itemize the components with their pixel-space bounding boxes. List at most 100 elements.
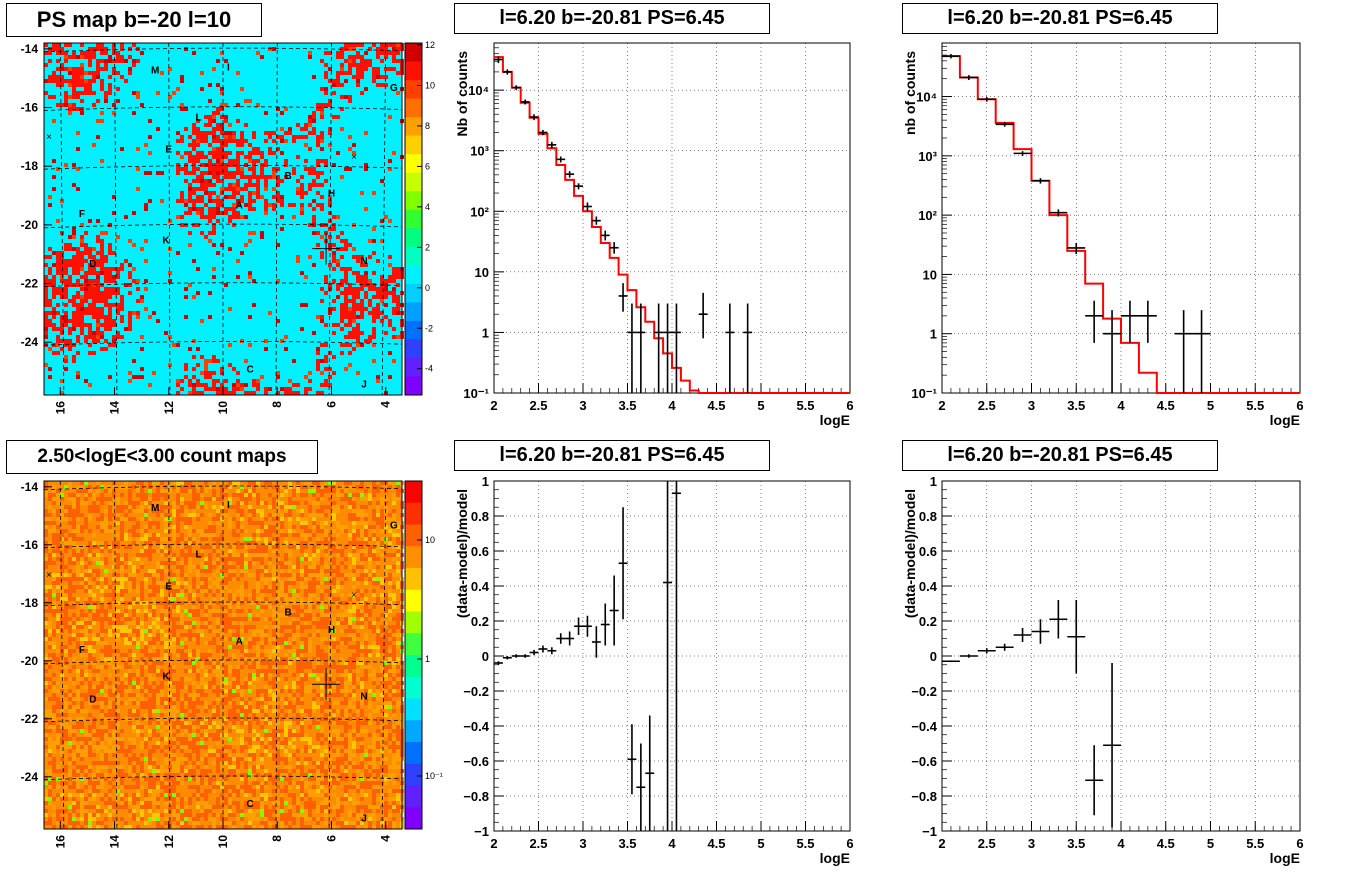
map-pixel: [140, 589, 144, 593]
map-pixel: [56, 287, 60, 291]
map-pixel: [264, 533, 268, 537]
map-pixel: [208, 179, 212, 183]
map-pixel: [76, 263, 80, 267]
map-pixel: [308, 187, 312, 191]
map-pixel: [356, 597, 360, 601]
colorbar-segment: [405, 172, 422, 192]
map-pixel: [64, 505, 68, 509]
map-pixel: [248, 493, 252, 497]
map-pixel: [376, 259, 380, 263]
map-pixel: [104, 521, 108, 525]
map-pixel: [144, 601, 148, 605]
map-pixel: [352, 645, 356, 649]
map-pixel: [124, 637, 128, 641]
map-pixel: [200, 617, 204, 621]
map-pixel: [256, 379, 260, 383]
map-pixel: [224, 629, 228, 633]
map-pixel: [92, 505, 96, 509]
map-pixel: [132, 311, 136, 315]
map-pixel: [152, 569, 156, 573]
map-pixel: [384, 665, 388, 669]
map-pixel: [108, 279, 112, 283]
map-pixel: [324, 657, 328, 661]
map-pixel: [64, 705, 68, 709]
map-pixel: [140, 489, 144, 493]
map-pixel: [348, 661, 352, 665]
map-pixel: [240, 585, 244, 589]
map-pixel: [120, 585, 124, 589]
map-pixel: [152, 593, 156, 597]
map-pixel: [332, 545, 336, 549]
map-pixel: [124, 681, 128, 685]
map-pixel: [256, 501, 260, 505]
map-pixel: [52, 175, 56, 179]
map-pixel: [364, 505, 368, 509]
map-pixel: [112, 625, 116, 629]
map-pixel: [220, 581, 224, 585]
map-pixel: [232, 685, 236, 689]
map-pixel: [336, 565, 340, 569]
map-pixel: [384, 279, 388, 283]
map-pixel: [272, 681, 276, 685]
map-pixel: [184, 375, 188, 379]
map-pixel: [188, 513, 192, 517]
map-pixel: [168, 569, 172, 573]
map-pixel: [212, 371, 216, 375]
map-pixel: [60, 271, 64, 275]
map-pixel: [280, 521, 284, 525]
map-pixel: [332, 259, 336, 263]
map-pixel: [352, 247, 356, 251]
map-pixel: [312, 219, 316, 223]
map-pixel: [52, 693, 56, 697]
map-pixel: [132, 621, 136, 625]
map-pixel: [232, 577, 236, 581]
map-pixel: [336, 323, 340, 327]
map-pixel: [360, 541, 364, 545]
map-pixel: [276, 593, 280, 597]
colorbar-tick-label: -2: [425, 323, 433, 333]
map-pixel: [64, 103, 68, 107]
map-pixel: [244, 203, 248, 207]
map-pixel: [76, 509, 80, 513]
map-pixel: [224, 677, 228, 681]
map-pixel: [356, 331, 360, 335]
map-pixel: [48, 517, 52, 521]
map-pixel: [328, 67, 332, 71]
map-pixel: [312, 697, 316, 701]
map-pixel: [264, 693, 268, 697]
map-pixel: [376, 67, 380, 71]
map-pixel: [80, 75, 84, 79]
map-pixel: [216, 561, 220, 565]
map-pixel: [180, 657, 184, 661]
map-pixel: [332, 529, 336, 533]
map-pixel: [88, 585, 92, 589]
map-pixel: [192, 633, 196, 637]
map-pixel: [252, 383, 256, 387]
map-pixel: [264, 111, 268, 115]
map-pixel: [236, 371, 240, 375]
map-pixel: [392, 533, 396, 537]
map-pixel: [128, 263, 132, 267]
map-pixel: [136, 59, 140, 63]
map-pixel: [308, 55, 312, 59]
map-pixel: [296, 481, 300, 485]
map-pixel: [76, 339, 80, 343]
map-pixel: [100, 649, 104, 653]
map-pixel: [100, 617, 104, 621]
map-pixel: [68, 541, 72, 545]
map-pixel: [380, 47, 384, 51]
map-pixel: [368, 693, 372, 697]
map-pixel: [380, 541, 384, 545]
map-pixel: [48, 247, 52, 251]
map-pixel: [188, 391, 192, 395]
map-pixel: [128, 641, 132, 645]
map-pixel: [108, 83, 112, 87]
colorbar-tick-label: 0: [425, 283, 430, 293]
map-pixel: [208, 151, 212, 155]
map-pixel: [116, 501, 120, 505]
map-pixel: [76, 375, 80, 379]
map-pixel: [340, 585, 344, 589]
map-pixel: [348, 363, 352, 367]
map-pixel: [184, 489, 188, 493]
map-pixel: [80, 501, 84, 505]
